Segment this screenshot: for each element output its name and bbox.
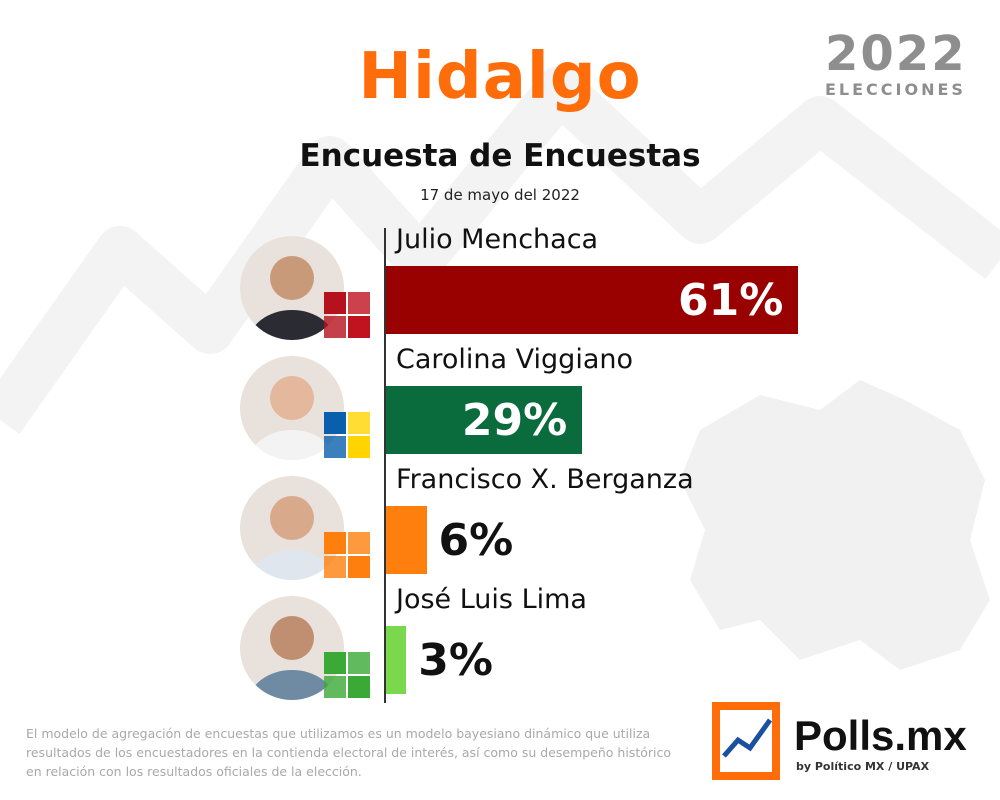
morena-pt-nueva-alianza-logos [322,290,372,340]
brand-byline: by Político MX / UPAX [796,760,930,773]
candidate-name: Francisco X. Berganza [396,464,694,495]
candidate-row: Julio Menchaca 61% [0,224,1000,350]
hidalgo-map-silhouette [680,380,990,670]
survey-date: 17 de mayo del 2022 [420,186,580,204]
pri-pan-prd-logos [322,410,372,460]
chart-axis [384,228,386,703]
bar [386,266,798,334]
methodology-footnote: El modelo de agregación de encuestas que… [26,726,672,779]
candidate-name: José Luis Lima [396,584,587,615]
polls-mx-logo: Polls.mx by Político MX / UPAX [712,700,982,790]
candidate-photo [240,596,344,700]
bar [386,506,427,574]
page-title: Hidalgo [358,40,642,114]
bar-value-label: 61% [678,275,784,326]
candidate-row: Carolina Viggiano 29% [0,344,1000,470]
bar [386,626,407,694]
candidate-name: Carolina Viggiano [396,344,634,375]
bar [386,386,582,454]
logo-year: 2022 [825,26,967,82]
bar-value-label: 3% [418,635,493,686]
verde-logo [322,650,372,700]
candidate-photo [240,476,344,580]
bar-value-label: 29% [461,395,568,446]
candidate-name: Julio Menchaca [396,224,599,255]
elecciones-2022-logo: 2022 ELECCIONES [825,28,970,99]
polls-chart-icon [712,702,780,780]
logo-label: ELECCIONES [825,80,966,99]
candidate-row: José Luis Lima 3% [0,584,1000,710]
movimiento-ciudadano-logo [322,530,372,580]
page-subtitle: Encuesta de Encuestas [299,138,701,174]
bar-value-label: 6% [438,515,514,566]
candidate-row: Francisco X. Berganza 6% [0,464,1000,590]
brand-name: Polls.mx [794,712,967,759]
